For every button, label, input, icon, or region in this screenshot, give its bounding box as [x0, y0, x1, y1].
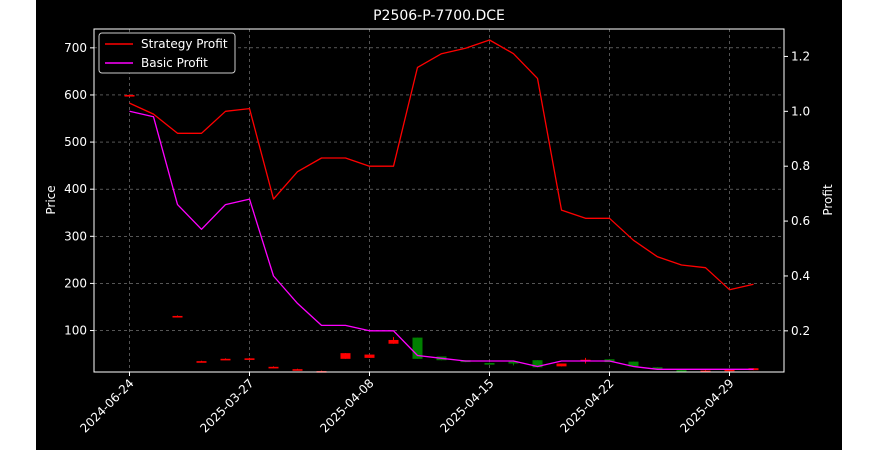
candle-body — [556, 363, 567, 367]
left-tick-label: 300 — [64, 229, 87, 243]
candle-body — [244, 358, 255, 360]
candle-body — [388, 339, 399, 344]
candle-body — [364, 354, 375, 358]
x-tick-label: 2025-04-08 — [317, 376, 376, 435]
x-tick-label: 2024-06-24 — [77, 376, 136, 435]
candlesticks — [124, 94, 759, 373]
x-tick-label: 2025-04-22 — [557, 376, 616, 435]
legend-label-basic: Basic Profit — [141, 56, 208, 70]
right-tick-label: 1.0 — [791, 104, 810, 118]
candle-body — [484, 363, 495, 365]
candle-body — [292, 369, 303, 371]
right-tick-label: 0.8 — [791, 159, 810, 173]
x-tick-label: 2025-03-27 — [197, 376, 256, 435]
left-axis: 100 200 300 400 500 600 700 — [64, 41, 94, 338]
candle-body — [724, 369, 735, 372]
candle-body — [172, 315, 183, 318]
x-tick-label: 2025-04-29 — [677, 376, 736, 435]
candle-body — [700, 370, 711, 373]
y-axis-label-left: Price — [44, 185, 58, 214]
candle-body — [124, 94, 135, 97]
candle-body — [412, 337, 423, 359]
candle-body — [268, 366, 279, 369]
y-axis-label-right: Profit — [821, 184, 835, 216]
strategy-profit-line — [129, 39, 754, 291]
candle-body — [532, 360, 543, 368]
candle-body — [220, 358, 231, 361]
x-tick-label: 2025-04-15 — [437, 376, 496, 435]
candle-body — [628, 361, 639, 367]
candle-body — [508, 361, 519, 364]
grid — [94, 29, 784, 372]
x-axis: 2024-06-24 2025-03-27 2025-04-08 2025-04-15… — [77, 372, 737, 435]
left-tick-label: 400 — [64, 182, 87, 196]
candle-body — [652, 367, 663, 369]
figure-background — [36, 0, 842, 450]
basic-profit-line — [129, 110, 754, 370]
left-tick-label: 200 — [64, 276, 87, 290]
candle-body — [676, 370, 687, 372]
right-axis: 0.2 0.4 0.6 0.8 1.0 1.2 — [784, 49, 810, 338]
right-tick-label: 0.6 — [791, 214, 810, 228]
candle-body — [196, 361, 207, 363]
right-tick-label: 0.4 — [791, 269, 810, 283]
right-tick-label: 0.2 — [791, 324, 810, 338]
legend-label-strategy: Strategy Profit — [141, 37, 228, 51]
left-tick-label: 100 — [64, 324, 87, 338]
plot-frame — [93, 28, 785, 373]
candle-body — [340, 353, 351, 359]
left-tick-label: 600 — [64, 88, 87, 102]
legend: Strategy Profit Basic Profit — [98, 32, 236, 74]
left-tick-label: 700 — [64, 41, 87, 55]
chart-title: P2506-P-7700.DCE — [373, 8, 505, 24]
left-tick-label: 500 — [64, 135, 87, 149]
profit-series — [129, 39, 754, 370]
right-tick-label: 1.2 — [791, 49, 810, 63]
